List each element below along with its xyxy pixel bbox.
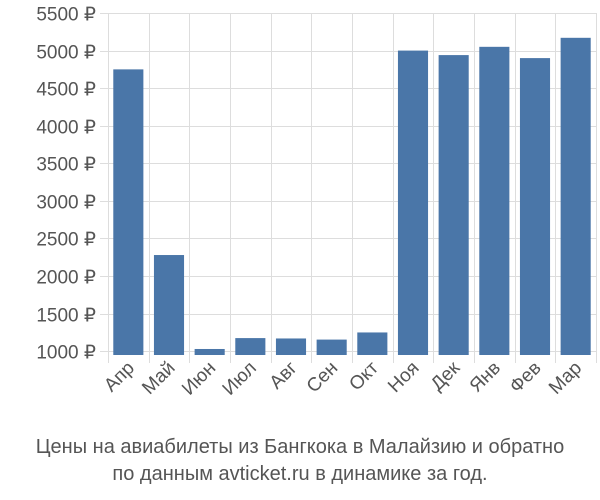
chart-caption-line-1: Цены на авиабилеты из Бангкока в Малайзи… bbox=[35, 436, 565, 458]
y-tick-label: 3500 ₽ bbox=[36, 155, 96, 176]
y-tick-label: 5000 ₽ bbox=[36, 43, 96, 64]
bar bbox=[194, 348, 225, 355]
x-tick-label: Июн bbox=[178, 358, 220, 400]
bar bbox=[438, 55, 469, 355]
bar bbox=[316, 339, 347, 355]
x-tick-label: Сен bbox=[303, 358, 342, 397]
x-tick-label: Янв bbox=[466, 358, 505, 397]
bar bbox=[519, 58, 551, 355]
y-tick-label: 4000 ₽ bbox=[36, 118, 96, 139]
x-tick-label: Авг bbox=[266, 358, 302, 394]
y-tick-label: 3000 ₽ bbox=[36, 193, 96, 214]
bar bbox=[560, 37, 591, 356]
bar bbox=[113, 69, 144, 355]
y-tick-label: 2000 ₽ bbox=[36, 268, 96, 289]
x-tick-label: Фев bbox=[506, 358, 546, 398]
chart-caption-line-2: по данным avticket.ru в динамике за год. bbox=[112, 463, 488, 485]
y-tick-label: 1000 ₽ bbox=[36, 343, 96, 364]
y-tick-label: 1500 ₽ bbox=[36, 306, 96, 327]
bar bbox=[235, 338, 266, 355]
x-tick-label: Июл bbox=[219, 358, 261, 400]
bar bbox=[397, 50, 429, 355]
x-tick-label: Апр bbox=[100, 358, 139, 397]
x-tick-label: Май bbox=[138, 358, 179, 399]
x-tick-label: Ноя bbox=[384, 358, 423, 397]
y-tick-label: 2500 ₽ bbox=[36, 230, 96, 251]
bar bbox=[357, 332, 388, 355]
bar bbox=[153, 255, 185, 355]
x-tick-label: Окт bbox=[345, 357, 383, 395]
bar-chart: 1000 ₽ 1500 ₽ 2000 ₽ 2500 ₽ 3000 ₽ 3500 ₽ 4000… bbox=[36, 5, 597, 400]
y-tick-label: 4500 ₽ bbox=[36, 80, 96, 101]
x-tick-label: Дек bbox=[427, 357, 465, 395]
x-tick-label: Мар bbox=[545, 358, 586, 399]
bar bbox=[275, 338, 307, 355]
y-tick-label: 5500 ₽ bbox=[36, 5, 96, 26]
bar bbox=[479, 46, 510, 355]
